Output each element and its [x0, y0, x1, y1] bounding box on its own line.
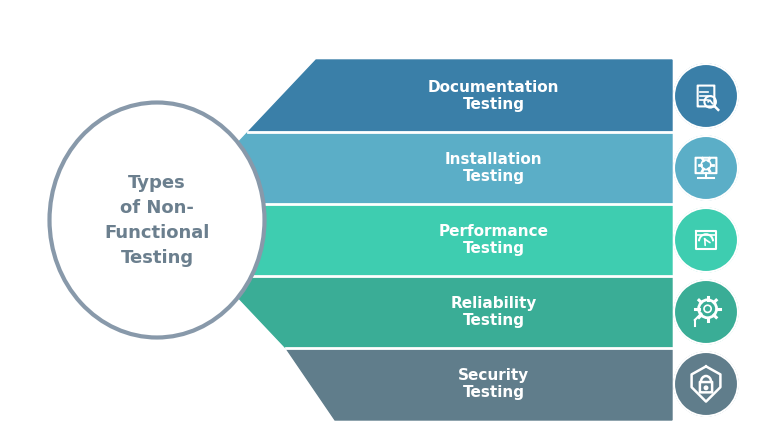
- Polygon shape: [218, 276, 672, 348]
- Text: Types
of Non-
Functional
Testing: Types of Non- Functional Testing: [104, 173, 210, 267]
- Polygon shape: [286, 348, 672, 420]
- Circle shape: [674, 64, 738, 128]
- Text: Performance
Testing: Performance Testing: [439, 224, 549, 256]
- Circle shape: [674, 352, 738, 416]
- Polygon shape: [180, 204, 672, 276]
- Text: Reliability
Testing: Reliability Testing: [451, 296, 537, 328]
- Text: Security
Testing: Security Testing: [458, 368, 529, 400]
- Circle shape: [674, 280, 738, 344]
- Ellipse shape: [49, 103, 264, 337]
- Text: Installation
Testing: Installation Testing: [445, 152, 543, 184]
- Polygon shape: [180, 132, 672, 204]
- Polygon shape: [248, 60, 672, 132]
- Text: Documentation
Testing: Documentation Testing: [428, 80, 559, 112]
- Circle shape: [674, 208, 738, 272]
- Circle shape: [705, 386, 708, 389]
- Circle shape: [674, 136, 738, 200]
